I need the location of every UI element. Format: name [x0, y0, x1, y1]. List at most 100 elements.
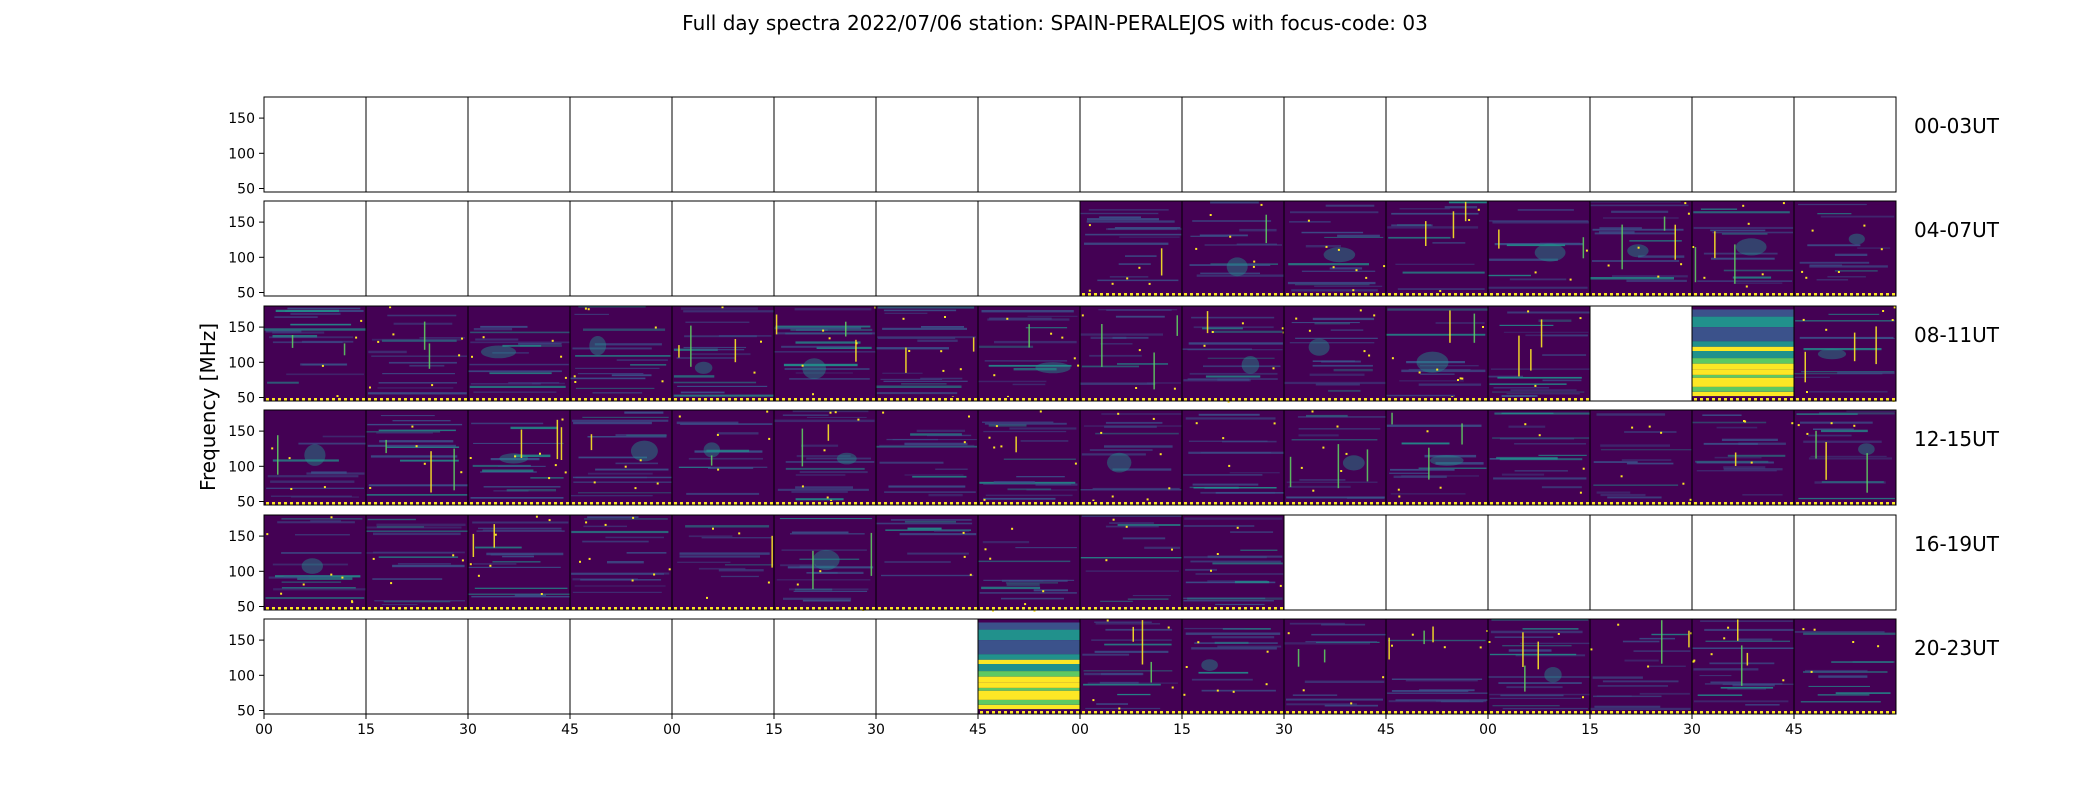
calibration-dot	[1778, 293, 1781, 296]
interference-band	[1189, 486, 1239, 489]
calibration-dot	[1772, 502, 1775, 505]
interference-band	[679, 466, 711, 468]
interference-band	[1089, 354, 1142, 357]
calibration-dot	[374, 502, 377, 505]
interference-band	[888, 485, 966, 488]
calibration-dot	[386, 398, 389, 401]
calibration-dot	[1046, 398, 1049, 401]
calibration-dot	[1592, 502, 1595, 505]
signal-dot	[1488, 641, 1491, 643]
calibration-dot	[1292, 398, 1295, 401]
calibration-dot	[626, 607, 629, 610]
calibration-dot	[1874, 711, 1877, 714]
signal-dot	[963, 555, 966, 558]
signal-dot	[588, 557, 591, 560]
calibration-dot	[1670, 293, 1673, 296]
calibration-dot	[1352, 502, 1355, 505]
interference-band	[492, 561, 541, 563]
spectrum-background	[1488, 306, 1590, 401]
calibration-dot	[1364, 711, 1367, 714]
interference-band	[1080, 489, 1182, 491]
signal-dot	[321, 364, 324, 367]
calibration-dot	[1424, 398, 1427, 401]
spectrum-panel	[263, 409, 367, 506]
interference-band	[1813, 428, 1854, 430]
signal-dot	[639, 459, 642, 462]
calibration-dot	[1676, 711, 1679, 714]
calibration-dot	[1004, 502, 1007, 505]
calibration-dot	[1478, 502, 1481, 505]
calibration-dot	[926, 607, 929, 610]
signal-dot	[822, 329, 825, 332]
interference-band	[1542, 354, 1587, 356]
calibration-dot	[1610, 293, 1613, 296]
signal-dot	[1813, 628, 1816, 631]
calibration-dot	[548, 607, 551, 610]
calibration-dot	[992, 398, 995, 401]
spectrum-panel	[1079, 514, 1183, 611]
interference-band	[1287, 281, 1376, 285]
interference-band	[1312, 364, 1373, 367]
interference-band	[780, 564, 817, 567]
calibration-dot	[698, 502, 701, 505]
interference-band	[880, 378, 943, 380]
panel-frame	[1793, 96, 1897, 193]
signal-dot	[1852, 641, 1855, 643]
calibration-dot	[614, 607, 617, 610]
calibration-dot	[1256, 293, 1259, 296]
calibration-dot	[968, 502, 971, 505]
interference-band	[1337, 234, 1380, 238]
signal-dot	[1585, 249, 1588, 252]
interference-band	[1315, 383, 1360, 386]
spectrum-background	[1080, 619, 1182, 714]
calibration-dot	[1322, 502, 1325, 505]
signal-dot	[634, 487, 637, 490]
spectrum-panel	[671, 305, 776, 402]
interference-band	[592, 392, 643, 394]
calibration-dot	[590, 502, 593, 505]
calibration-dot	[1136, 398, 1139, 401]
calibration-dot	[362, 398, 365, 401]
calibration-dot	[1526, 293, 1529, 296]
calibration-dot	[1892, 398, 1895, 401]
calibration-dot	[1226, 502, 1229, 505]
calibration-dot	[1586, 711, 1589, 714]
interference-band	[471, 422, 544, 425]
calibration-dot	[1694, 711, 1697, 714]
calibration-dot	[392, 398, 395, 401]
interference-band	[490, 458, 540, 461]
spectrum-background	[1284, 201, 1386, 296]
spectrum-background	[774, 306, 876, 401]
calibration-dot	[1190, 607, 1193, 610]
interference-band	[295, 534, 350, 536]
signal-dot	[1266, 650, 1269, 653]
calibration-dot	[1442, 398, 1445, 401]
calibration-dot	[1274, 502, 1277, 505]
calibration-dot	[1028, 711, 1031, 714]
interference-band	[1114, 227, 1181, 229]
calibration-dot	[1064, 398, 1067, 401]
calibration-dot	[638, 502, 641, 505]
calibration-dot	[1808, 502, 1811, 505]
calibration-dot	[1244, 711, 1247, 714]
calibration-dot	[1196, 398, 1199, 401]
interference-band	[1857, 247, 1891, 249]
calibration-dot	[284, 607, 287, 610]
interference-band	[1190, 560, 1282, 563]
calibration-dot	[1532, 502, 1535, 505]
calibration-dot	[1304, 502, 1307, 505]
interference-band	[1692, 421, 1767, 424]
interference-band	[882, 372, 923, 374]
calibration-dot	[560, 398, 563, 401]
burst-band	[1692, 386, 1794, 392]
interference-band	[473, 391, 557, 393]
signal-dot	[1682, 482, 1685, 485]
interference-band	[917, 339, 958, 342]
calibration-dot	[1508, 293, 1511, 296]
calibration-dot	[1340, 711, 1343, 714]
calibration-dot	[362, 502, 365, 505]
vertical-burst	[1663, 216, 1666, 231]
calibration-dot	[1550, 711, 1553, 714]
calibration-dot	[1436, 502, 1439, 505]
